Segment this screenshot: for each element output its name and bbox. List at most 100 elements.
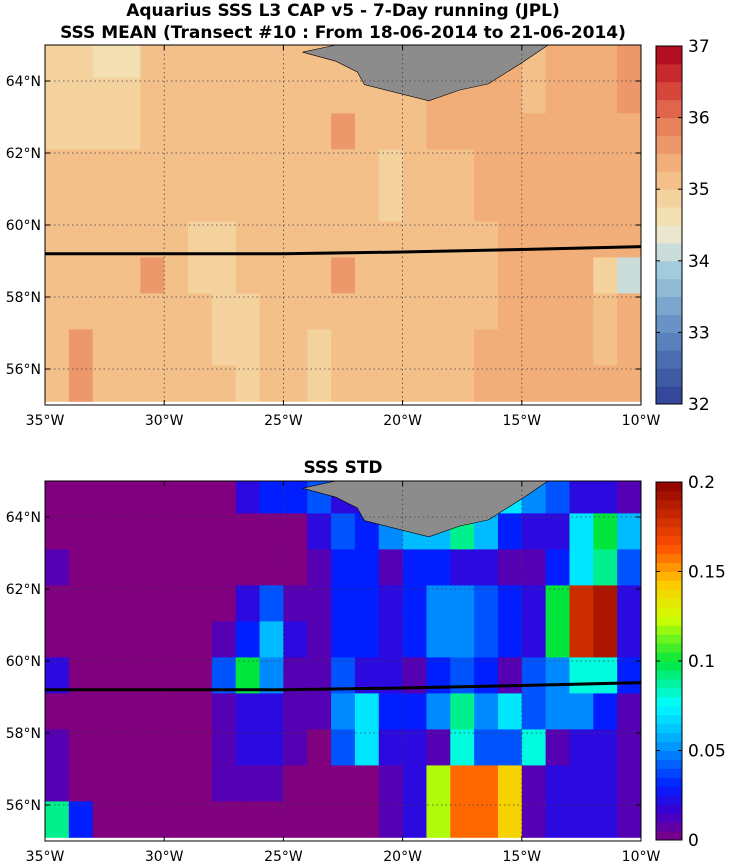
heatmap-cell xyxy=(617,149,642,186)
heatmap-cell xyxy=(45,149,70,186)
heatmap-cell xyxy=(497,549,523,586)
heatmap-cell xyxy=(617,513,642,550)
heatmap-cell xyxy=(116,77,141,114)
heatmap-cell xyxy=(426,585,451,622)
colorbar-tick-label: 32 xyxy=(688,395,710,415)
heatmap-cell xyxy=(378,329,403,366)
heatmap-cell xyxy=(45,621,70,658)
heatmap-cell xyxy=(593,77,618,114)
heatmap-cell xyxy=(68,257,94,294)
heatmap-cell xyxy=(92,765,117,802)
colorbar-segment xyxy=(656,822,682,832)
heatmap-cell xyxy=(402,365,427,402)
heatmap-cell xyxy=(283,365,308,402)
colorbar-tick-label: 33 xyxy=(688,323,710,343)
heatmap-cell xyxy=(450,765,475,802)
heatmap-cell xyxy=(164,185,189,222)
heatmap-cell xyxy=(378,185,403,222)
colorbar-tick-label: 0.05 xyxy=(688,742,726,762)
heatmap-cell xyxy=(593,585,618,622)
colorbar-segment xyxy=(656,580,682,590)
y-tick-label: 62°N xyxy=(6,146,41,162)
heatmap-cell xyxy=(331,621,356,658)
colorbar-segment xyxy=(656,153,682,172)
heatmap-cell xyxy=(235,513,260,550)
heatmap-cell xyxy=(474,185,499,222)
heatmap-cell xyxy=(569,149,594,186)
colorbar-segment xyxy=(656,242,682,262)
heatmap-cell xyxy=(259,549,284,586)
heatmap-cell xyxy=(188,513,213,550)
heatmap-cell xyxy=(593,113,618,150)
heatmap-cell xyxy=(617,365,642,402)
heatmap-cell xyxy=(259,329,284,366)
heatmap-cell xyxy=(283,657,308,694)
heatmap-cell xyxy=(164,293,189,330)
heatmap-cell xyxy=(593,801,618,838)
heatmap-cell xyxy=(307,149,332,186)
heatmap-cell xyxy=(140,185,165,222)
heatmap-cell xyxy=(259,185,284,222)
heatmap-cell xyxy=(188,765,213,802)
colorbar-segment xyxy=(656,652,682,662)
heatmap-cell xyxy=(569,77,594,114)
colorbar-segment xyxy=(656,777,682,787)
heatmap-cell xyxy=(164,113,189,150)
heatmap-cell xyxy=(164,801,189,838)
x-tick-label: 10°W xyxy=(622,849,661,861)
heatmap-cell xyxy=(164,329,189,366)
heatmap-cell xyxy=(402,693,427,730)
heatmap-cell xyxy=(116,693,141,730)
heatmap-cell xyxy=(68,481,94,514)
heatmap-cell xyxy=(378,549,403,586)
heatmap-cell xyxy=(211,513,237,550)
heatmap-cell xyxy=(92,113,117,150)
heatmap-cell xyxy=(402,549,427,586)
heatmap-cell xyxy=(92,365,117,402)
y-tick-label: 60°N xyxy=(6,218,41,234)
colorbar-segment xyxy=(656,225,682,244)
heatmap-cell xyxy=(188,621,213,658)
heatmap-cell xyxy=(259,621,284,658)
heatmap-cell xyxy=(259,765,284,802)
heatmap-cell xyxy=(354,365,380,402)
heatmap-cell xyxy=(45,257,70,294)
heatmap-cell xyxy=(545,365,570,402)
heatmap-cell xyxy=(283,765,308,802)
heatmap-cell xyxy=(593,45,618,78)
colorbar-tick-label: 0.1 xyxy=(688,652,715,672)
heatmap-cell xyxy=(545,801,570,838)
heatmap-cell xyxy=(92,293,117,330)
heatmap-cell xyxy=(617,185,642,222)
colorbar-tick-label: 34 xyxy=(688,252,710,272)
heatmap-cell xyxy=(450,149,475,186)
heatmap-cell xyxy=(92,257,117,294)
heatmap-cell xyxy=(331,113,356,150)
x-tick-label: 15°W xyxy=(502,413,541,429)
heatmap-cell xyxy=(354,185,380,222)
heatmap-cell xyxy=(283,329,308,366)
heatmap-cell xyxy=(211,257,237,294)
heatmap-cell xyxy=(68,365,94,402)
colorbar-segment xyxy=(656,571,682,581)
heatmap-cell xyxy=(92,729,117,766)
heatmap-cell xyxy=(426,185,451,222)
colorbar-segment xyxy=(656,741,682,751)
heatmap-cell xyxy=(497,513,523,550)
heatmap-cell xyxy=(188,693,213,730)
heatmap-cell xyxy=(188,185,213,222)
heatmap-cell xyxy=(474,693,499,730)
heatmap-cell xyxy=(331,77,356,114)
heatmap-cell xyxy=(259,693,284,730)
heatmap-cell xyxy=(378,693,403,730)
colorbar-segment xyxy=(656,117,682,136)
heatmap-cell xyxy=(259,149,284,186)
heatmap-cell xyxy=(617,585,642,622)
heatmap-cell xyxy=(92,513,117,550)
heatmap-cell xyxy=(68,765,94,802)
heatmap-cell xyxy=(140,621,165,658)
heatmap-cell xyxy=(68,513,94,550)
heatmap-cell xyxy=(378,365,403,402)
colorbar-segment xyxy=(656,99,682,119)
heatmap-cell xyxy=(283,77,308,114)
